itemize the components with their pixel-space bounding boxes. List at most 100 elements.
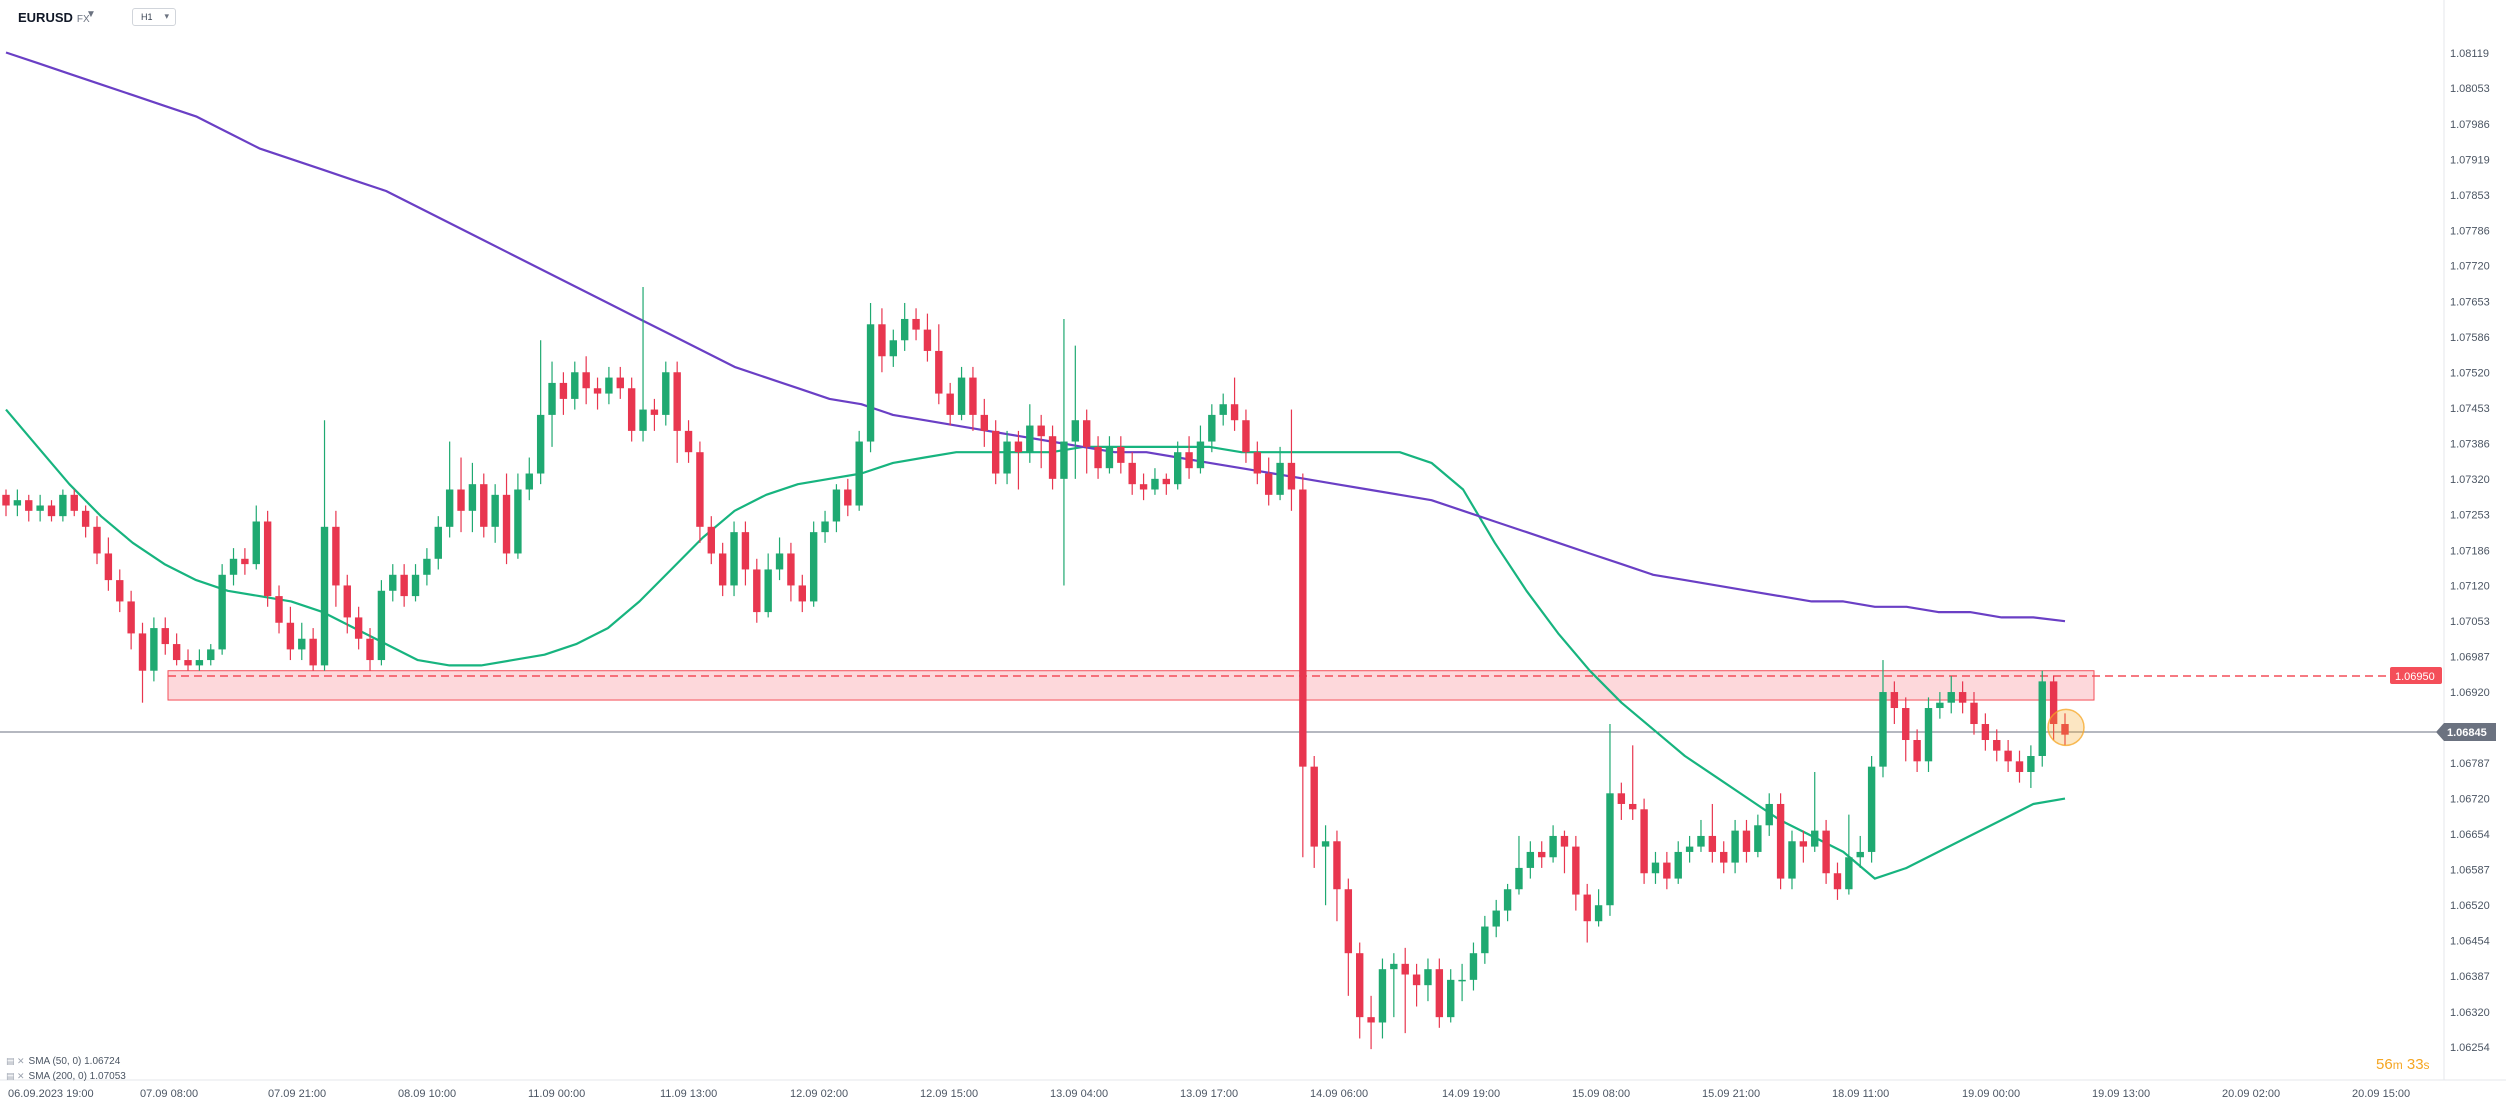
- candle: [195, 649, 204, 671]
- candle-body: [286, 622, 295, 650]
- candle-body: [207, 649, 215, 661]
- candle-body: [1276, 462, 1284, 495]
- settings-icon[interactable]: ▤ ✕: [6, 1071, 25, 1081]
- countdown-seconds: 33: [2406, 1056, 2424, 1073]
- candle: [1162, 473, 1171, 495]
- candle-body: [1401, 963, 1409, 975]
- candle-body: [320, 526, 329, 666]
- chevron-down-icon[interactable]: ▼: [86, 9, 96, 20]
- candle: [411, 564, 420, 602]
- candle-body: [1344, 889, 1353, 954]
- candle: [889, 329, 898, 367]
- candle: [434, 516, 442, 570]
- candle-body: [1458, 979, 1466, 982]
- candle: [229, 548, 238, 586]
- x-tick-label: 14.09 19:00: [1442, 1088, 1500, 1100]
- candle: [1754, 814, 1762, 858]
- symbol-name: EURUSD: [18, 10, 73, 25]
- candle-body: [2015, 761, 2024, 772]
- candle-body: [696, 452, 704, 527]
- candle: [1435, 958, 1444, 1028]
- y-tick-label: 1.07720: [2450, 261, 2490, 273]
- chart-toolbar: EURUSD FX ▼ H1 ▾: [0, 0, 2506, 34]
- candle-body: [1378, 969, 1387, 1023]
- candle: [900, 302, 909, 351]
- candle-body: [1310, 766, 1318, 847]
- candle: [1469, 942, 1478, 991]
- candle: [445, 441, 454, 538]
- settings-icon[interactable]: ▤ ✕: [6, 1056, 25, 1066]
- candle-body: [252, 521, 260, 565]
- symbol-selector[interactable]: EURUSD FX: [18, 10, 90, 25]
- candle: [1492, 899, 1500, 938]
- candle: [673, 361, 681, 463]
- candle: [25, 494, 33, 522]
- candle: [1981, 713, 1990, 751]
- legend-sma50[interactable]: ▤ ✕ SMA (50, 0) 1.06724: [6, 1054, 126, 1069]
- current-price-box: [2436, 723, 2496, 742]
- y-tick-label: 1.07853: [2450, 190, 2490, 202]
- x-tick-label: 18.09 11:00: [1832, 1088, 1889, 1100]
- candle-body: [969, 377, 977, 415]
- timeframe-dropdown[interactable]: H1 ▾: [132, 8, 176, 26]
- candle: [1117, 436, 1125, 474]
- candle-body: [1651, 862, 1660, 874]
- candle: [1594, 889, 1603, 927]
- candle-body: [1219, 404, 1227, 415]
- candle: [809, 521, 818, 607]
- candle-body: [1776, 803, 1785, 879]
- candle-body: [457, 489, 465, 511]
- candle-body: [957, 377, 966, 415]
- candle: [1287, 409, 1296, 511]
- candle: [172, 633, 181, 666]
- candle: [1173, 441, 1182, 490]
- candle: [1811, 771, 1819, 852]
- candle: [1424, 958, 1432, 1002]
- current-price-label: 1.06845: [2447, 727, 2487, 739]
- candle-body: [138, 633, 147, 671]
- candle-body: [184, 660, 192, 666]
- candle: [480, 473, 488, 538]
- legend-sma200[interactable]: ▤ ✕ SMA (200, 0) 1.07053: [6, 1069, 126, 1084]
- candle: [1503, 883, 1512, 922]
- candle: [946, 382, 954, 426]
- candle-body: [1185, 452, 1193, 469]
- candle: [161, 617, 169, 655]
- candle-body: [1856, 851, 1864, 858]
- candle: [775, 537, 784, 581]
- x-tick-label: 07.09 21:00: [268, 1088, 326, 1100]
- x-tick-label: 20.09 15:00: [2352, 1088, 2410, 1100]
- candle: [1549, 825, 1557, 863]
- candle-body: [1572, 846, 1580, 895]
- candle-body: [1265, 473, 1273, 495]
- candle: [2061, 713, 2069, 746]
- candle: [1196, 425, 1205, 474]
- x-tick-label: 11.09 13:00: [660, 1088, 717, 1100]
- candle-body: [718, 553, 727, 586]
- candle-body: [59, 494, 67, 517]
- candle-body: [832, 489, 841, 522]
- resistance-price-tag: 1.06950: [2390, 667, 2442, 685]
- candle-body: [753, 569, 761, 613]
- candle: [1367, 995, 1375, 1050]
- candle: [2027, 745, 2035, 788]
- candle: [13, 489, 22, 517]
- candle: [844, 478, 852, 517]
- candle: [1253, 441, 1262, 485]
- y-tick-label: 1.06654: [2450, 829, 2490, 841]
- candle-body: [480, 484, 488, 527]
- candle-body: [332, 526, 340, 586]
- x-tick-label: 19.09 00:00: [1962, 1088, 2020, 1100]
- candle-body: [662, 372, 670, 415]
- candle: [1856, 835, 1864, 868]
- candle: [1993, 729, 2001, 762]
- candle: [116, 569, 124, 613]
- candle-body: [1435, 969, 1444, 1018]
- candle: [627, 377, 636, 442]
- candle: [707, 516, 715, 565]
- y-tick-label: 1.08053: [2450, 83, 2490, 95]
- candle-body: [13, 500, 22, 506]
- candle: [2004, 740, 2012, 772]
- candle: [1356, 942, 1364, 1039]
